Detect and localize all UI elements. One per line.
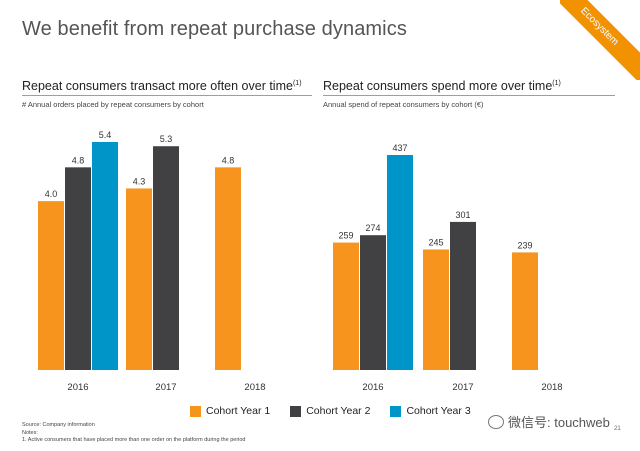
footer-note-1: 1. Active consumers that have placed mor…: [22, 437, 246, 443]
bar-chart2-2016-cohort-2: [360, 235, 386, 370]
wechat-watermark: 微信号: touchweb: [488, 412, 610, 431]
bar-chart1-2016-cohort-2: [65, 167, 91, 370]
bar-label-chart2-2017-cohort-2: 301: [455, 210, 470, 220]
x-tick-chart2-2018: 2018: [541, 382, 562, 393]
bar-label-chart2-2016-cohort-2: 274: [365, 223, 380, 233]
page-title: We benefit from repeat purchase dynamics: [22, 18, 407, 40]
page-number: 21: [614, 426, 621, 432]
right-panel-title-note: (1): [552, 79, 561, 87]
right-panel-title-text: Repeat consumers spend more over time: [323, 79, 553, 93]
legend-item-cohort-3: Cohort Year 3: [390, 405, 471, 417]
legend-swatch-cohort-2: [290, 405, 302, 417]
bar-chart1-2017-cohort-1: [126, 188, 152, 370]
bar-label-chart1-2017-cohort-2: 5.3: [160, 134, 173, 144]
left-panel-title-note: (1): [292, 79, 302, 87]
left-panel-title: Repeat consumers transact more often ove…: [22, 79, 302, 93]
legend-swatch-cohort-3: [390, 405, 402, 417]
legend-label-cohort-1: Cohort Year 1: [206, 405, 271, 417]
footer-notes: Notes:: [22, 430, 38, 436]
bar-chart2-2018-cohort-1: [512, 252, 538, 370]
bar-chart2-2016-cohort-3: [387, 155, 413, 370]
footer-source: Source: Company information: [22, 422, 95, 428]
bar-chart1-2016-cohort-3: [92, 142, 118, 370]
bar-chart2-2016-cohort-1: [333, 242, 359, 370]
legend-item-cohort-2: Cohort Year 2: [290, 405, 370, 417]
left-panel-subtitle: # Annual orders placed by repeat consume…: [22, 100, 204, 109]
bar-chart2-2017-cohort-2: [450, 221, 476, 370]
left-panel-divider: [22, 95, 312, 96]
bar-label-chart1-2016-cohort-1: 4.0: [45, 189, 58, 199]
legend-item-cohort-1: Cohort Year 1: [190, 405, 270, 417]
bar-label-chart1-2018-cohort-1: 4.8: [222, 155, 235, 165]
x-tick-chart1-2018: 2018: [244, 382, 265, 393]
right-panel-divider: [323, 95, 615, 96]
legend-swatch-cohort-1: [190, 405, 201, 417]
x-tick-chart1-2017: 2017: [155, 382, 176, 393]
x-tick-chart2-2017: 2017: [452, 382, 473, 393]
bar-chart1-2018-cohort-1: [215, 167, 241, 370]
bar-chart1-2017-cohort-2: [153, 146, 179, 370]
bar-chart1-2016-cohort-1: [38, 201, 64, 370]
legend-label-cohort-2: Cohort Year 2: [306, 405, 371, 417]
bar-label-chart1-2016-cohort-2: 4.8: [72, 155, 85, 165]
bar-label-chart2-2016-cohort-1: 259: [338, 231, 353, 241]
bar-label-chart2-2018-cohort-1: 239: [517, 240, 532, 250]
right-panel-subtitle: Annual spend of repeat consumers by coho…: [323, 100, 484, 109]
legend: Cohort Year 1 Cohort Year 2 Cohort Year …: [190, 405, 471, 417]
legend-label-cohort-3: Cohort Year 3: [406, 405, 471, 417]
bar-label-chart2-2017-cohort-1: 245: [428, 237, 443, 247]
wechat-icon: [488, 414, 504, 429]
left-panel-title-text: Repeat consumers transact more often ove…: [22, 79, 293, 93]
watermark-text: 微信号: touchweb: [508, 415, 610, 430]
bar-label-chart1-2017-cohort-1: 4.3: [133, 176, 146, 186]
bar-chart2-2017-cohort-1: [423, 249, 449, 370]
x-tick-chart1-2016: 2016: [67, 382, 88, 393]
x-tick-chart2-2016: 2016: [362, 382, 383, 393]
bar-label-chart2-2016-cohort-3: 437: [392, 143, 407, 153]
bar-label-chart1-2016-cohort-3: 5.4: [99, 130, 112, 140]
right-panel-title: Repeat consumers spend more over time(1): [323, 79, 561, 93]
